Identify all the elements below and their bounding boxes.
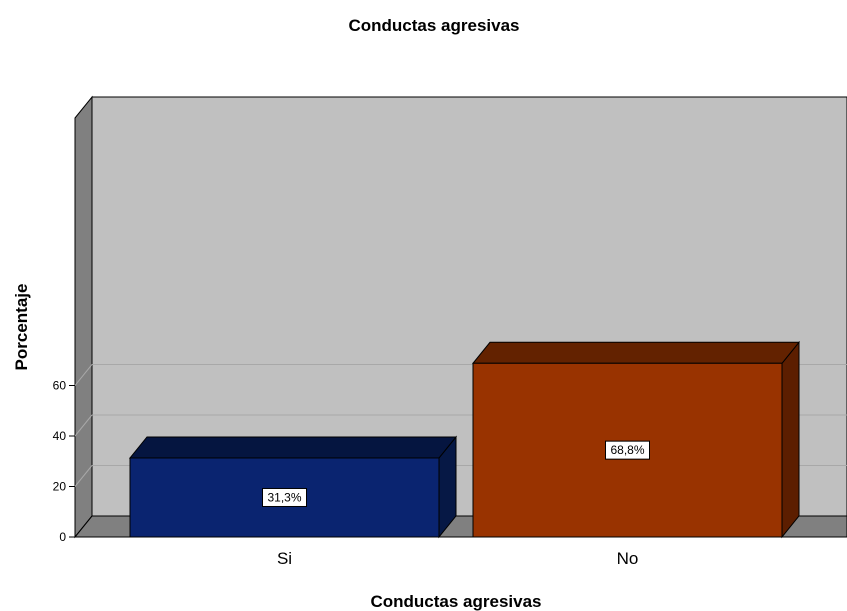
data-label: 31,3% (267, 490, 301, 504)
x-category-label: Si (277, 549, 292, 568)
x-axis-title: Conductas agresivas (370, 592, 541, 611)
bar-no: 68,8% (471, 340, 801, 539)
y-tick-label: 40 (53, 429, 67, 443)
gridline-side (74, 465, 93, 487)
y-axis-ticks: 0 20 40 60 (53, 379, 75, 544)
bars: 31,3% Si 68,8% No (128, 340, 801, 568)
y-tick-label: 60 (53, 379, 67, 393)
data-label-box (605, 440, 650, 460)
data-label-box (262, 487, 307, 507)
x-category-label: No (617, 549, 639, 568)
y-axis-title: Porcentaje (12, 284, 31, 371)
y-tick-label: 20 (53, 480, 67, 494)
bar-side-face (781, 340, 800, 539)
bar-si: 31,3% (128, 435, 458, 539)
chart-title: Conductas agresivas (348, 16, 519, 35)
gridline-side (74, 364, 93, 386)
gridline-side (74, 414, 93, 437)
data-label: 68,8% (610, 443, 644, 457)
y-tick-label: 0 (59, 530, 66, 544)
left-side-wall (74, 95, 93, 539)
bar-top-face (471, 341, 801, 364)
bar-top-face (128, 436, 458, 459)
